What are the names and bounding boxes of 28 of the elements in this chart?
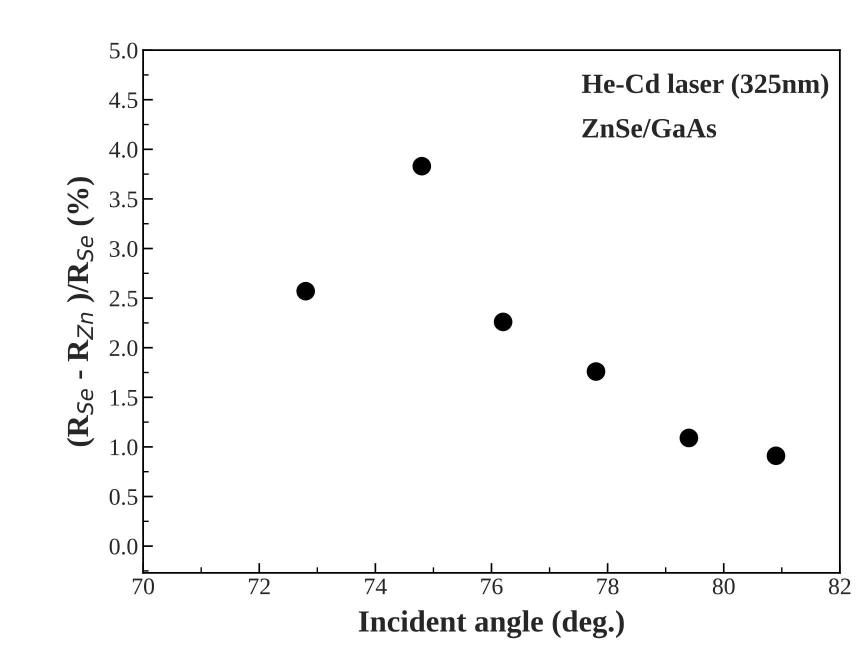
point xyxy=(494,312,512,332)
y-tick-label: 1.0 xyxy=(110,439,138,456)
y-tick-label: 4.0 xyxy=(109,142,138,158)
y-tick-label: 1.5 xyxy=(110,390,138,406)
point xyxy=(766,446,786,466)
y-tick-label: 0.5 xyxy=(110,488,138,506)
x-tick-label: 78 xyxy=(597,578,619,594)
x-tick-label: 80 xyxy=(712,578,735,594)
annotation: ZnSe/GaAs xyxy=(582,118,716,138)
y-tick-label: 4.5 xyxy=(109,92,138,108)
y-tick-label: 3.0 xyxy=(110,241,138,258)
x-axis-title: Incident angle (deg.) xyxy=(358,610,624,638)
point xyxy=(296,282,316,300)
y-axis-title: (R$_{Se}$ - R$_{Zn}$ )/R$_{Se}$ (%) xyxy=(66,177,94,446)
point xyxy=(680,428,698,448)
y-tick-label: 0.0 xyxy=(110,538,138,555)
annotation: He-Cd laser (325nm) xyxy=(582,74,828,99)
y-tick-label: 2.5 xyxy=(110,290,138,307)
x-tick-label: 82 xyxy=(828,578,850,594)
y-tick-label: 5.0 xyxy=(110,42,138,59)
x-tick-label: 74 xyxy=(365,578,387,594)
x-tick-label: 76 xyxy=(481,578,503,594)
y-tick-label: 2.0 xyxy=(110,340,138,356)
point xyxy=(412,156,432,176)
x-tick-label: 72 xyxy=(248,578,270,594)
x-tick-label: 70 xyxy=(132,578,154,594)
point xyxy=(586,362,606,381)
y-tick-label: 3.5 xyxy=(110,191,138,208)
